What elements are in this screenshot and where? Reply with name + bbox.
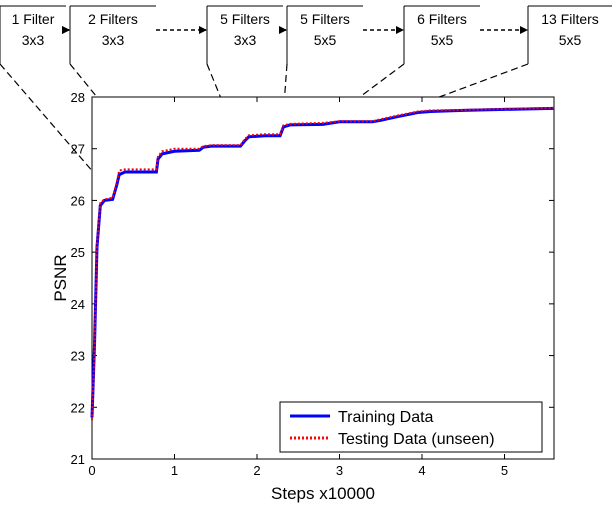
annotation-line2-2: 3x3 (234, 32, 257, 48)
x-tick-label-5: 5 (501, 463, 508, 478)
x-tick-label-0: 0 (88, 463, 95, 478)
y-tick-label-4: 25 (71, 245, 85, 260)
data-series (90, 106, 555, 421)
annotation-box-3: 5 Filters 5x5 (286, 5, 363, 64)
annotation-line2-0: 3x3 (22, 32, 45, 48)
annotation-box-2: 5 Filters 3x3 (206, 5, 283, 64)
y-tick-label-7: 28 (71, 90, 85, 105)
annotation-line1-0: 1 Filter (12, 11, 55, 27)
series-line-testing (91, 106, 555, 421)
y-tick-label-3: 24 (71, 297, 85, 312)
annotation-leader-4 (322, 63, 405, 125)
legend-label-training: Training Data (338, 409, 434, 426)
annotation-line1-5: 13 Filters (541, 11, 599, 27)
annotation-line2-4: 5x5 (431, 32, 454, 48)
x-tick-label-1: 1 (171, 463, 178, 478)
y-tick-label-0: 21 (71, 452, 85, 467)
annotation-line1-4: 6 Filters (417, 11, 467, 27)
annotation-line2-1: 3x3 (102, 32, 125, 48)
annotation-box-1: 2 Filters 3x3 (69, 5, 156, 64)
annotation-line1-1: 2 Filters (88, 11, 138, 27)
legend-box (279, 401, 543, 453)
annotation-line2-5: 5x5 (559, 32, 582, 48)
y-axis-title: PSNR (51, 254, 70, 301)
x-axis-title: Steps x10000 (271, 484, 375, 503)
annotation-line2-3: 5x5 (314, 32, 337, 48)
plot-area (91, 96, 555, 460)
annotation-box-4: 6 Filters 5x5 (403, 5, 480, 64)
legend-label-testing: Testing Data (unseen) (338, 431, 495, 448)
x-tick-label-4: 4 (418, 463, 425, 478)
annotation-line1-2: 5 Filters (220, 11, 270, 27)
x-tick-label-2: 2 (253, 463, 260, 478)
legend: Training Data Testing Data (unseen) (279, 401, 543, 453)
x-tick-label-3: 3 (336, 463, 343, 478)
annotation-box-5: 13 Filters 5x5 (527, 5, 612, 64)
y-tick-label-6: 27 (71, 142, 85, 157)
y-tick-label-2: 23 (71, 349, 85, 364)
annotation-line1-3: 5 Filters (300, 11, 350, 27)
y-tick-label-5: 26 (71, 193, 85, 208)
annotation-box-0: 1 Filter 3x3 (0, 5, 66, 64)
y-tick-label-1: 22 (71, 400, 85, 415)
